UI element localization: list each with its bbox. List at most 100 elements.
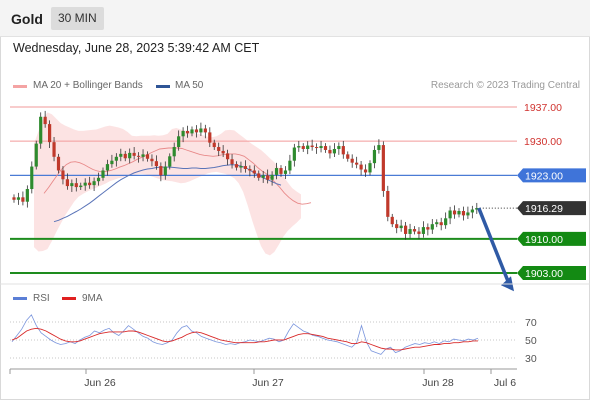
candle [119,153,123,157]
chart-datetime: Wednesday, June 28, 2023 5:39:42 AM CET [13,41,260,55]
rsi-legend-swatch [13,297,27,300]
x-tick-label-Jun 28: Jun 28 [422,377,454,389]
ma50-line [53,164,282,223]
candle [252,170,256,174]
candle [386,190,390,217]
candle [283,170,288,174]
candle [56,156,61,171]
candle [390,216,394,225]
candle [448,210,452,219]
candle [274,168,279,175]
candle [332,148,336,154]
candle [395,224,399,229]
9ma-legend-label: 9MA [82,293,103,304]
candle [25,189,29,202]
candle [363,169,368,173]
candle [48,124,52,143]
candle [61,170,65,180]
candle [199,128,203,133]
candle [475,208,479,210]
candle [43,116,47,125]
candle [355,162,359,165]
candle [337,146,341,149]
9ma-legend-swatch [62,297,76,300]
rsi-tick-30: 30 [525,353,537,365]
candle [88,182,92,186]
candle [79,185,83,188]
candle [341,146,345,155]
candle [16,197,21,200]
candle [350,158,354,163]
candle [461,210,466,216]
last-price-label: 1916.29 [525,203,563,215]
candle [217,147,221,151]
candle [452,210,457,215]
candle [163,166,167,176]
ma50-legend-label: MA 50 [175,80,204,91]
candle [208,132,212,143]
candle [181,130,185,137]
candle [444,218,448,226]
candle [315,147,319,149]
candle [34,143,38,167]
candle [132,152,136,156]
candle [185,130,190,134]
candle [408,229,412,234]
candle [92,181,96,186]
level-label-1937.00: 1937.00 [524,102,562,114]
last-price-tag [517,201,586,216]
level-tag-1923.00 [517,168,586,183]
candle [439,222,443,226]
candle [30,166,34,190]
ma20-line [43,147,312,205]
x-tick-label-Jun 26: Jun 26 [84,377,116,389]
candle [190,129,194,134]
level-label-1910.00: 1910.00 [525,234,563,246]
ma20-legend-label: MA 20 + Bollinger Bands [33,80,143,91]
candle [221,150,225,154]
candle [101,170,105,178]
candle [319,146,323,149]
candle [301,146,305,149]
candle [110,160,114,165]
candle [466,212,470,216]
candle [177,136,181,148]
candle [239,166,243,168]
candle [248,169,252,171]
candle [377,145,381,150]
candle [96,177,101,182]
candle [234,164,239,168]
candle [381,145,385,191]
candle [404,225,408,234]
candle [270,174,274,180]
candle [346,154,350,159]
candle [150,158,154,162]
symbol-title: Gold [11,11,43,27]
candle [172,147,176,157]
candle [297,146,301,148]
candle [212,142,216,148]
candle [12,197,16,200]
candle [145,154,150,159]
level-tag-1903.00 [517,266,586,280]
rsi-tick-50: 50 [525,335,537,347]
header-bar: Gold 30 MIN [0,0,590,37]
x-tick-label-Jun 27: Jun 27 [252,377,284,389]
candle [426,227,430,230]
candle [266,175,270,180]
rsi-line [11,314,479,355]
interval-button[interactable]: 30 MIN [51,7,104,30]
candle [243,166,247,170]
candle [288,160,292,171]
candle [21,197,25,202]
candle [128,152,132,159]
candle [470,209,474,213]
candle [154,161,158,167]
candle [279,168,283,174]
candle [430,224,434,230]
candle [70,183,74,187]
candle [230,159,234,165]
candle [328,149,332,154]
candle [226,153,230,160]
x-tick-label-Jul 6: Jul 6 [494,377,516,389]
